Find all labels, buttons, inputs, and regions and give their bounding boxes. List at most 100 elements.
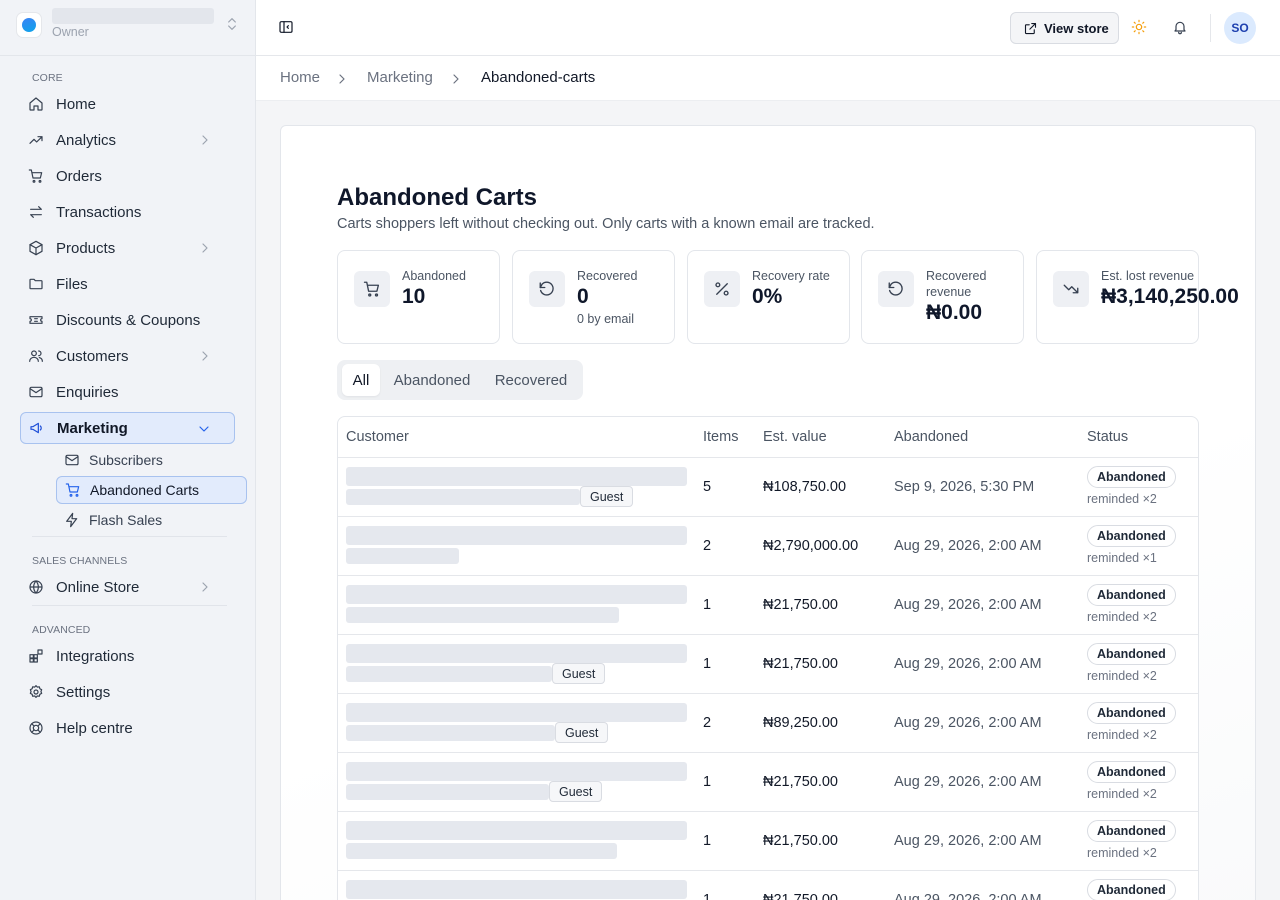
breadcrumb: Home Marketing Abandoned-carts [256, 56, 1280, 101]
cell-est-value: ₦2,790,000.00 [763, 538, 859, 554]
sidebar-item-online-store[interactable]: Online Store [20, 571, 235, 603]
sidebar-item-integrations[interactable]: Integrations [20, 640, 235, 672]
cell-items: 2 [703, 538, 712, 554]
sidebar: Owner CORE Home Analytics Orders Transac… [0, 0, 256, 900]
cell-abandoned-date: Aug 29, 2026, 2:00 AM [894, 833, 1042, 849]
stat-card-abandoned: Abandoned 10 [337, 250, 500, 344]
stat-icon-box [878, 271, 914, 307]
ticket-icon [29, 316, 43, 324]
chevron-right-icon [453, 74, 459, 84]
sidebar-item-orders[interactable]: Orders [20, 160, 235, 192]
tab-recovered[interactable]: Recovered [494, 371, 568, 389]
sidebar-item-label: Files [56, 275, 88, 293]
stat-icon-box [704, 271, 740, 307]
reminder-count: reminded ×2 [1087, 669, 1157, 683]
view-store-label: View store [1044, 20, 1109, 36]
sidebar-item-discounts[interactable]: Discounts & Coupons [20, 304, 235, 336]
table-row[interactable]: Guest 1 ₦21,750.00 Aug 29, 2026, 2:00 AM Aba… [338, 635, 1198, 694]
store-logo [16, 12, 42, 38]
chevron-right-icon [202, 243, 208, 253]
table-row[interactable]: Guest 2 ₦89,250.00 Aug 29, 2026, 2:00 AM Aba… [338, 694, 1198, 753]
sidebar-item-label: Enquiries [56, 383, 119, 401]
sidebar-item-enquiries[interactable]: Enquiries [20, 376, 235, 408]
guest-badge: Guest [549, 781, 603, 802]
stat-value: 0 [577, 285, 589, 308]
column-header-abandoned: Abandoned [894, 429, 969, 445]
cell-est-value: ₦89,250.00 [763, 715, 838, 731]
users-icon [29, 350, 43, 362]
external-link-icon [1024, 22, 1037, 34]
trending-down-icon [1063, 284, 1079, 294]
sidebar-item-label: Integrations [56, 647, 135, 665]
stat-label: Recovery rate [752, 269, 830, 283]
table-row[interactable]: Guest 1 ₦21,750.00 Aug 29, 2026, 2:00 AM Aba… [338, 753, 1198, 812]
section-label-advanced: ADVANCED [32, 624, 91, 636]
cell-abandoned-date: Aug 29, 2026, 2:00 AM [894, 774, 1042, 790]
breadcrumb-home[interactable]: Home [280, 69, 321, 86]
page-title: Abandoned Carts [337, 184, 538, 211]
cell-est-value: ₦21,750.00 [763, 892, 838, 900]
cell-items: 1 [703, 597, 712, 613]
cell-items: 1 [703, 656, 712, 672]
tab-all[interactable]: All [342, 364, 380, 396]
sidebar-subitem-flash-sales[interactable]: Flash Sales [56, 506, 247, 534]
sidebar-item-label: Orders [56, 167, 102, 185]
cell-items: 1 [703, 774, 712, 790]
workspace-role: Owner [52, 25, 89, 39]
table-row[interactable]: 1 ₦21,750.00 Aug 29, 2026, 2:00 AM Abandone… [338, 812, 1198, 871]
chevron-right-icon [339, 74, 345, 84]
tab-abandoned[interactable]: Abandoned [393, 371, 471, 389]
workspace-switcher[interactable]: Owner [16, 8, 240, 44]
table-row[interactable]: 2 ₦2,790,000.00 Aug 29, 2026, 2:00 AM Aband… [338, 517, 1198, 576]
folder-icon [29, 278, 43, 290]
status-badge: Abandoned [1087, 761, 1176, 783]
sidebar-item-files[interactable]: Files [20, 268, 235, 300]
cart-icon [28, 169, 43, 183]
bell-icon[interactable] [1172, 19, 1188, 35]
stat-card-est-lost-revenue: Est. lost revenue ₦3,140,250.00 [1036, 250, 1239, 344]
cart-icon [363, 281, 380, 297]
table-row[interactable]: 1 ₦21,750.00 Aug 29, 2026, 2:00 AM Abandone… [338, 871, 1198, 900]
mail-icon [65, 454, 79, 466]
gear-icon [29, 685, 43, 698]
customer-name-redacted [346, 880, 687, 899]
cell-est-value: ₦108,750.00 [763, 479, 847, 495]
avatar[interactable]: SO [1224, 12, 1256, 44]
sidebar-item-analytics[interactable]: Analytics [20, 124, 235, 156]
sidebar-item-home[interactable]: Home [20, 88, 235, 120]
megaphone-icon [30, 422, 42, 434]
filter-tabs: All Abandoned Recovered [337, 360, 583, 400]
home-icon [29, 97, 43, 111]
sidebar-item-help-centre[interactable]: Help centre [20, 712, 235, 744]
cell-abandoned-date: Aug 29, 2026, 2:00 AM [894, 656, 1042, 672]
sidebar-item-products[interactable]: Products [20, 232, 235, 264]
globe-icon [29, 580, 43, 594]
status-badge: Abandoned [1087, 643, 1176, 665]
customer-email-redacted [346, 489, 580, 505]
main-content: Abandoned Carts Carts shoppers left with… [256, 101, 1280, 900]
sidebar-item-customers[interactable]: Customers [20, 340, 235, 372]
column-header-est-value: Est. value [763, 429, 827, 445]
sun-icon[interactable] [1131, 19, 1147, 35]
sidebar-toggle-icon[interactable] [278, 19, 294, 35]
stat-value: 10 [402, 285, 426, 308]
reminder-count: reminded ×2 [1087, 787, 1157, 801]
sidebar-subitem-abandoned-carts[interactable]: Abandoned Carts [56, 476, 247, 504]
section-label-core: CORE [32, 72, 63, 84]
sidebar-item-marketing[interactable]: Marketing [20, 412, 235, 444]
section-label-sales-channels: SALES CHANNELS [32, 555, 128, 567]
stat-note: 0 by email [577, 312, 634, 326]
sidebar-item-settings[interactable]: Settings [20, 676, 235, 708]
customer-email-redacted [346, 784, 549, 800]
sidebar-subitem-subscribers[interactable]: Subscribers [56, 446, 247, 474]
status-badge: Abandoned [1087, 584, 1176, 606]
table-row[interactable]: 1 ₦21,750.00 Aug 29, 2026, 2:00 AM Abandone… [338, 576, 1198, 635]
top-bar: View store SO [256, 0, 1280, 56]
sidebar-item-label: Marketing [57, 419, 128, 437]
breadcrumb-marketing[interactable]: Marketing [367, 69, 433, 86]
sidebar-item-transactions[interactable]: Transactions [20, 196, 235, 228]
table-row[interactable]: Guest 5 ₦108,750.00 Sep 9, 2026, 5:30 PM Aba… [338, 458, 1198, 517]
view-store-button[interactable]: View store [1010, 12, 1119, 44]
sidebar-item-label: Analytics [56, 131, 117, 149]
status-badge: Abandoned [1087, 466, 1176, 488]
